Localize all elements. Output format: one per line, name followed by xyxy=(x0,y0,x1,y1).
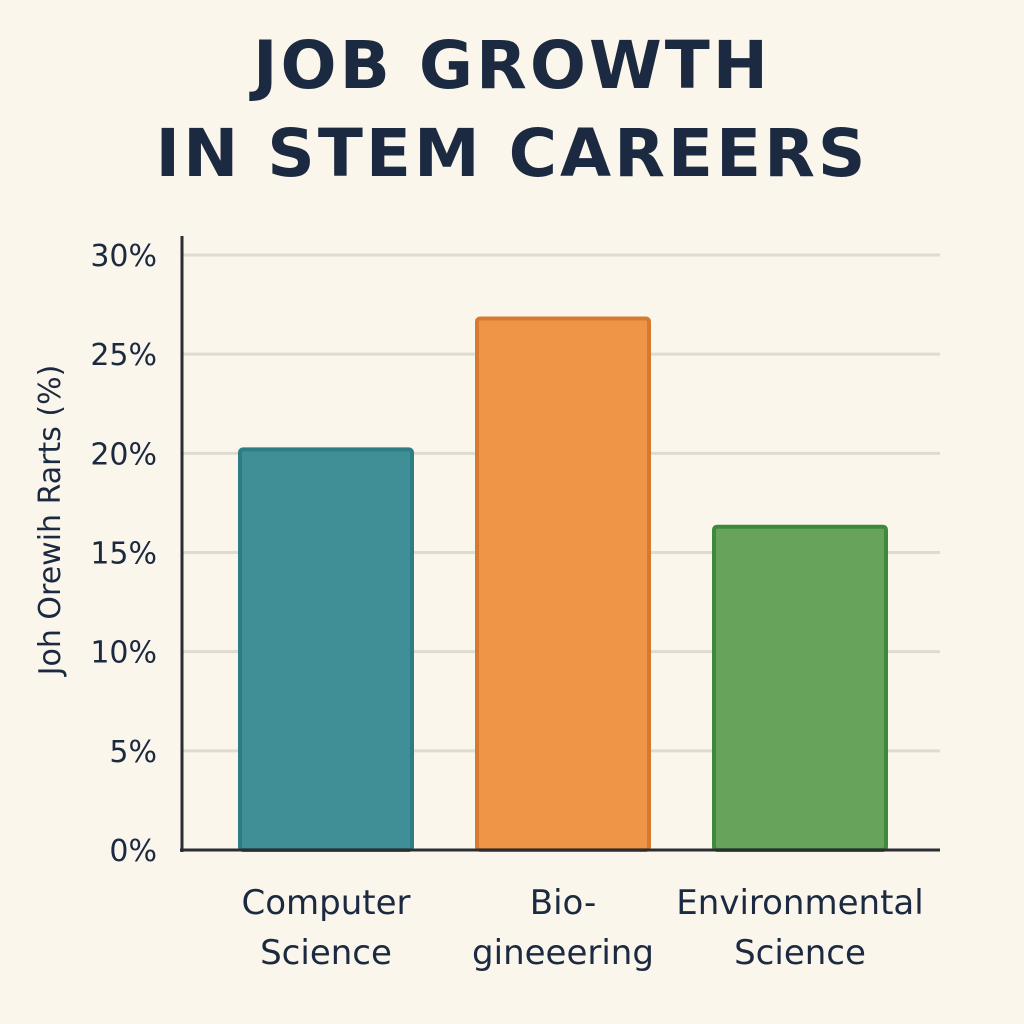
y-tick-label: 30% xyxy=(90,239,157,274)
y-tick-label: 10% xyxy=(90,636,157,671)
chart-title: JOB GROWTH IN STEM CAREERS xyxy=(0,22,1024,198)
bar xyxy=(712,524,888,852)
category-label: Science xyxy=(260,933,392,973)
bars xyxy=(238,316,888,852)
bar xyxy=(238,447,414,852)
y-tick-label: 20% xyxy=(90,437,157,472)
category-label: Science xyxy=(734,933,866,973)
y-tick-label: 15% xyxy=(90,537,157,572)
category-label: Environmental xyxy=(676,883,923,923)
category-labels: Computer Science Bio-gineeering Environment… xyxy=(241,883,923,973)
chart-title-line-1: JOB GROWTH xyxy=(252,27,772,104)
y-tick-labels: 0% 5% 10% 15% 20% 25% 30% xyxy=(90,239,157,869)
category-label: Computer xyxy=(241,883,410,923)
y-axis-title: Joh Orewih Rarts (%) xyxy=(33,365,68,678)
axes xyxy=(180,236,940,852)
y-tick-label: 25% xyxy=(90,338,157,373)
chart-title-line-2: IN STEM CAREERS xyxy=(155,115,869,192)
bar xyxy=(475,316,651,852)
y-tick-label: 5% xyxy=(109,735,157,770)
category-label: Bio- xyxy=(530,883,596,923)
y-tick-label: 0% xyxy=(109,834,157,869)
category-label: gineeering xyxy=(472,933,654,973)
